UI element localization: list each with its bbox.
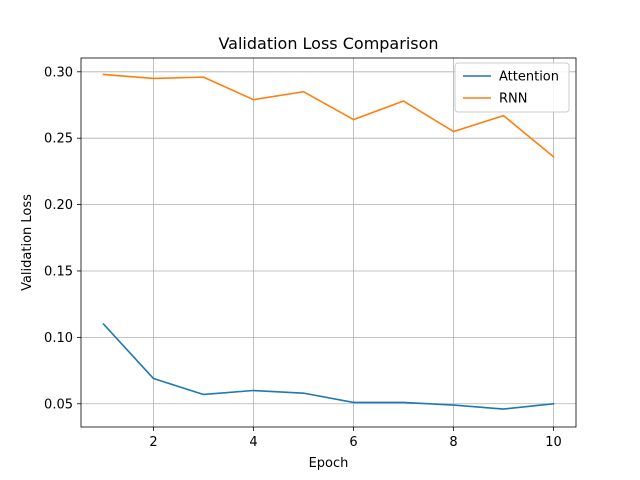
x-tick-label: 4: [249, 435, 257, 450]
x-tick-label: 6: [349, 435, 357, 450]
x-tick-label: 8: [449, 435, 457, 450]
y-tick-label: 0.10: [44, 331, 73, 346]
series-line-attention: [102, 322, 555, 410]
legend-label-attention: Attention: [499, 70, 559, 85]
series-layer: [102, 73, 555, 410]
y-tick-label: 0.30: [44, 65, 73, 80]
tick-layer: 2 4 6 8 10 0.05 0.10 0.15 0.20 0.25 0.30: [44, 65, 562, 450]
y-tick-label: 0.05: [44, 397, 73, 412]
x-axis-label: Epoch: [309, 456, 349, 471]
x-tick-label: 2: [149, 435, 157, 450]
series-line-rnn: [102, 73, 555, 158]
y-tick-label: 0.20: [44, 198, 73, 213]
y-tick-label: 0.15: [44, 264, 73, 279]
legend: Attention RNN: [454, 62, 570, 113]
legend-label-rnn: RNN: [499, 92, 527, 107]
y-tick-label: 0.25: [44, 132, 73, 147]
x-tick-label: 10: [545, 435, 562, 450]
plot-frame: [80, 57, 577, 428]
y-axis-label: Validation Loss: [20, 194, 35, 291]
chart-title: Validation Loss Comparison: [218, 34, 438, 53]
